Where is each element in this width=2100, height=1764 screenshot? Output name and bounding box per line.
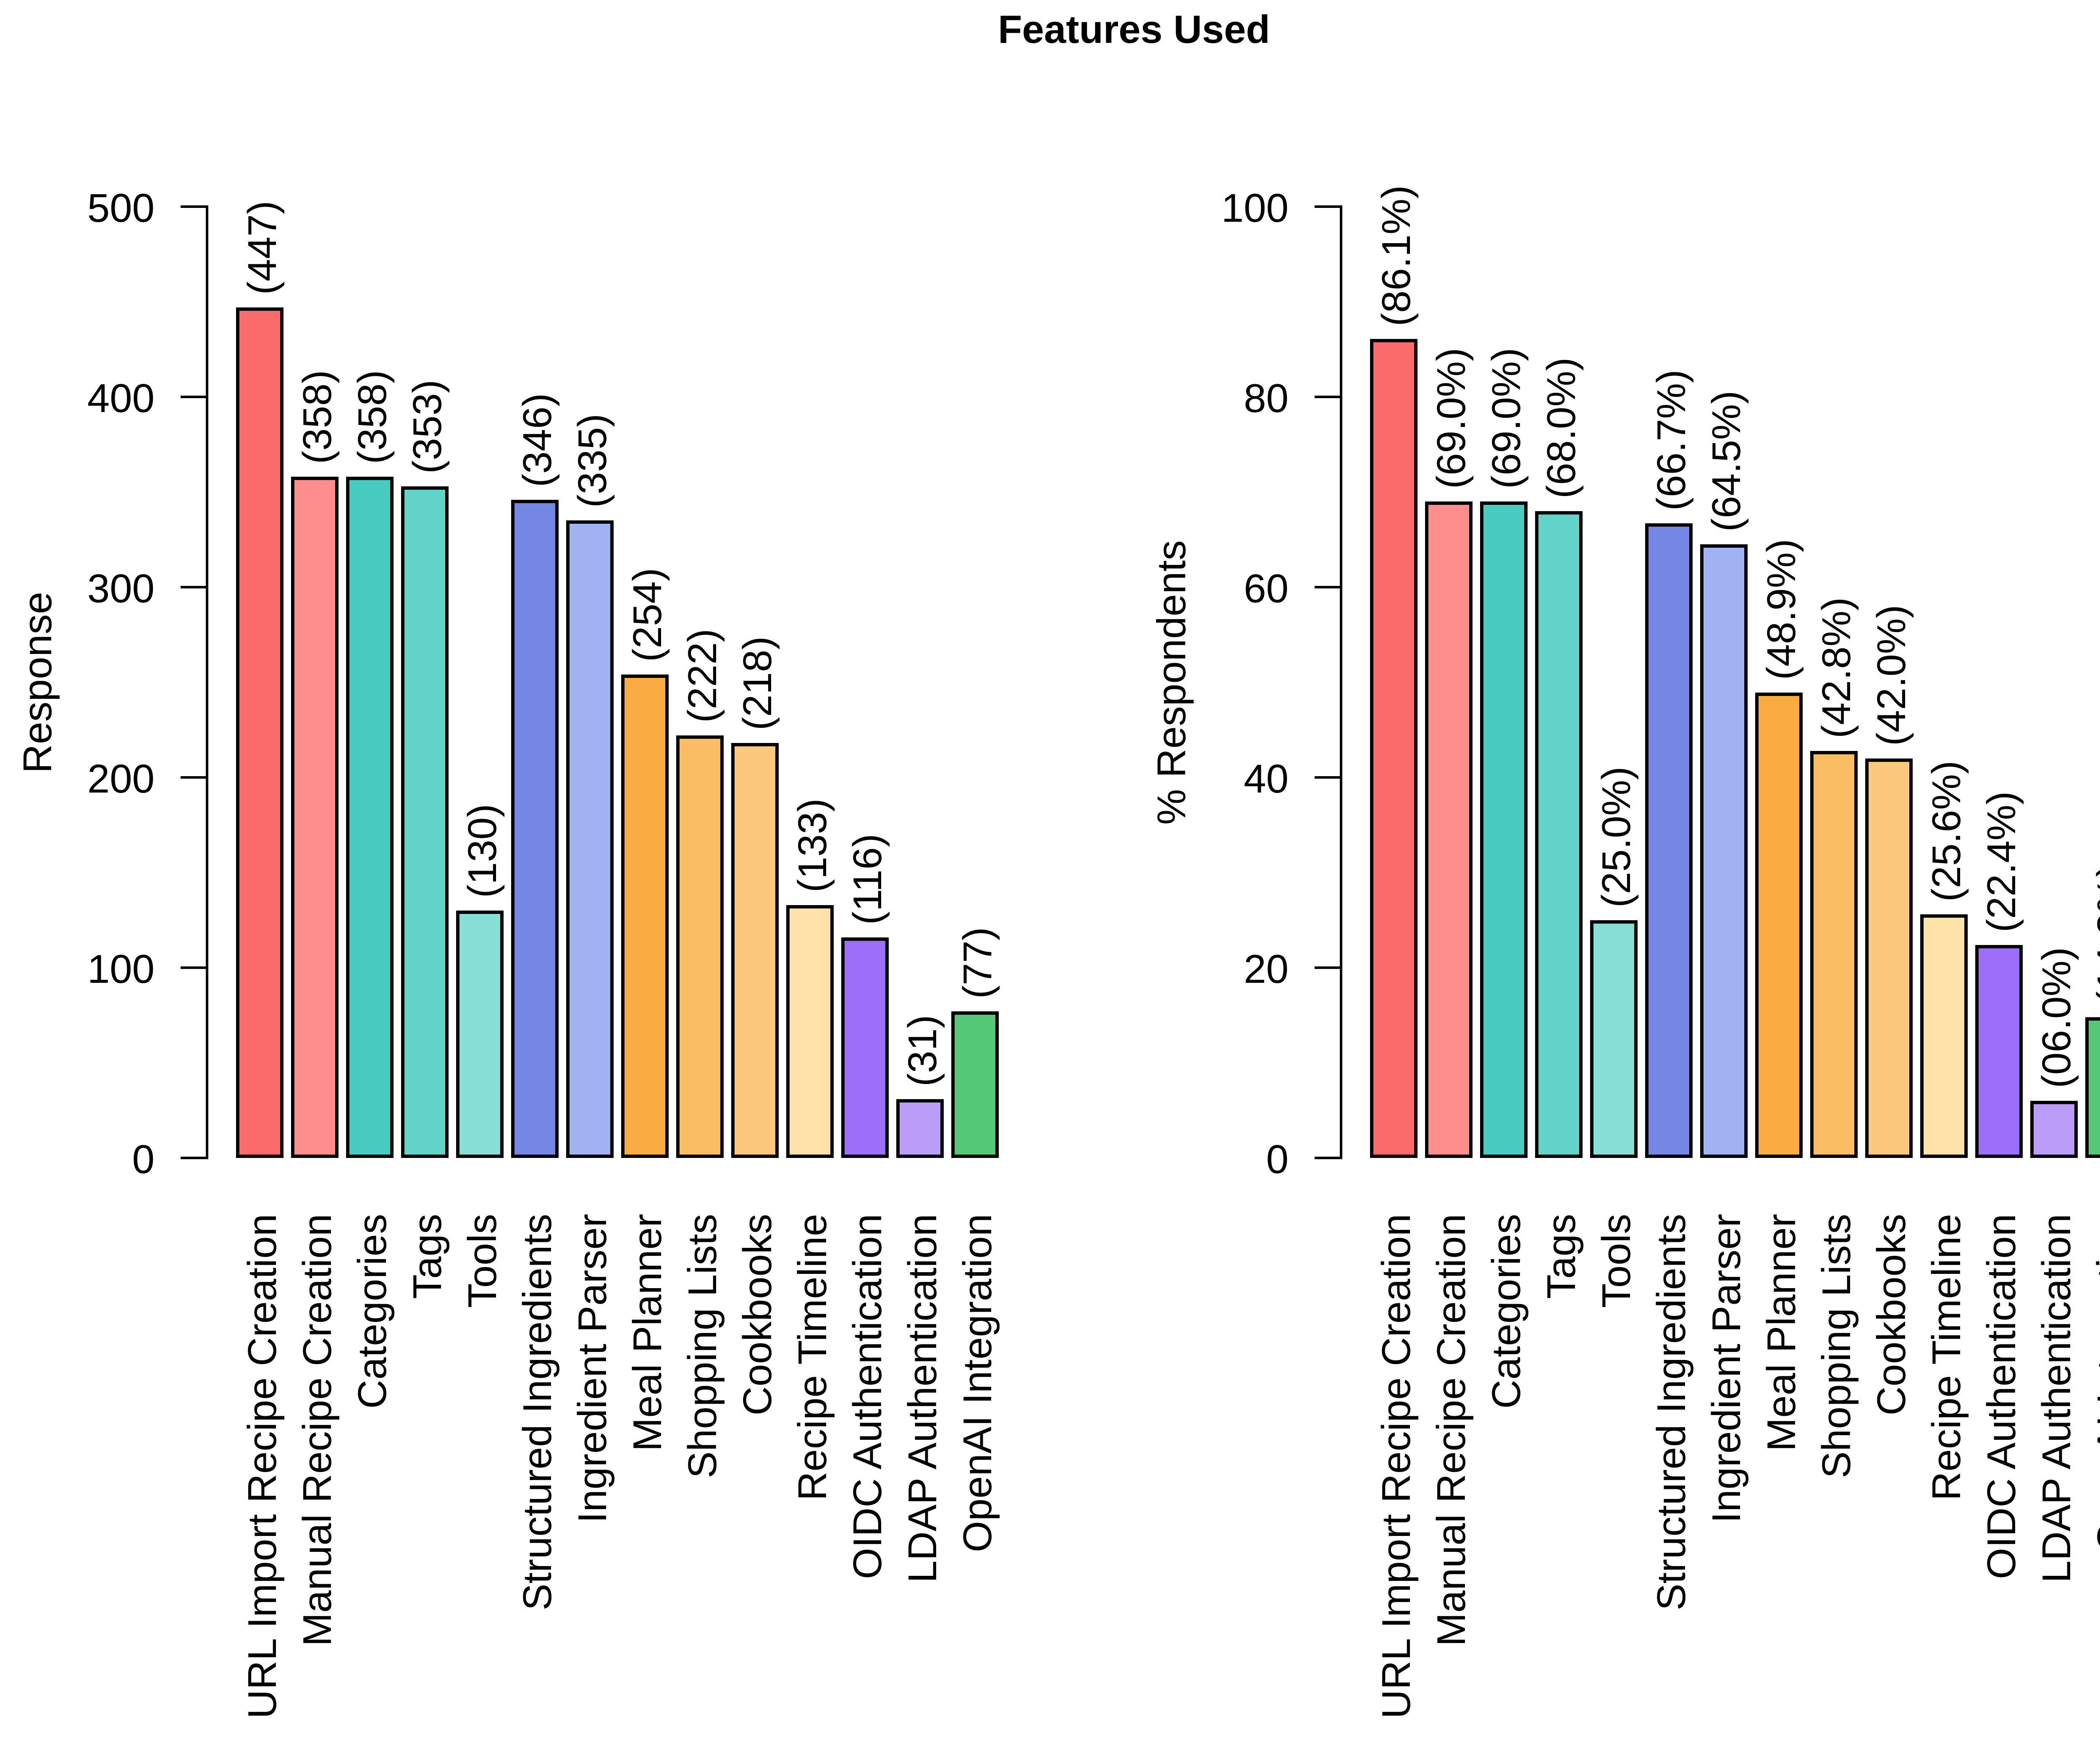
category-label-oidc-authentication: OIDC Authentication (1979, 1214, 2024, 1579)
y-axis-tick (181, 586, 207, 588)
bar-value-label: (86.1%) (1373, 185, 1419, 326)
bar-recipe-timeline (786, 905, 834, 1158)
y-tick-label: 40 (1244, 756, 1289, 801)
bar-value-label: (25.6%) (1924, 760, 1969, 902)
y-axis-line (206, 205, 208, 1159)
bar-ingredient-parser (566, 520, 614, 1158)
bar-ldap-authentication (896, 1099, 944, 1158)
bar-openai-integration (951, 1011, 999, 1158)
y-axis-tick (181, 966, 207, 969)
y-axis-tick (1315, 966, 1341, 969)
bar-tags (401, 486, 449, 1158)
y-tick-label: 60 (1244, 566, 1289, 611)
bar-tools (456, 911, 504, 1158)
bar-cookbooks (1865, 759, 1913, 1158)
y-axis-tick (181, 776, 207, 779)
bar-tags (1535, 511, 1583, 1158)
y-tick-label: 200 (87, 756, 155, 801)
bar-value-label: (42.0%) (1869, 604, 1914, 746)
bar-structured-ingredients (1645, 523, 1693, 1158)
bar-value-label: (22.4%) (1979, 791, 2024, 932)
y-tick-label: 500 (87, 186, 155, 231)
y-axis-tick (1315, 586, 1341, 588)
y-tick-label: 0 (1266, 1137, 1289, 1182)
y-axis-tick (1315, 396, 1341, 398)
category-label-openai-integration: OpenAI Integration (2089, 1214, 2100, 1552)
bar-value-label: (06.0%) (2034, 947, 2079, 1088)
bar-manual-recipe-creation (291, 477, 339, 1158)
bar-tools (1590, 920, 1638, 1158)
category-label-structured-ingredients: Structured Ingredients (1648, 1214, 1694, 1611)
y-axis-tick (181, 205, 207, 208)
y-axis-line (1340, 205, 1342, 1159)
bar-value-label: (68.0%) (1538, 357, 1584, 499)
bar-recipe-timeline (1920, 914, 1968, 1158)
y-axis-tick (1315, 1157, 1341, 1159)
category-label-tags: Tags (1538, 1214, 1584, 1299)
category-label-ldap-authentication: LDAP Authentication (2034, 1214, 2079, 1583)
bar-openai-integration (2085, 1017, 2100, 1158)
bar-value-label: (69.0%) (1428, 347, 1474, 489)
bar-value-label: (66.7%) (1648, 369, 1694, 511)
bar-value-label: (48.9%) (1759, 538, 1804, 680)
bar-value-label: (42.8%) (1814, 597, 1859, 738)
bar-meal-planner (621, 675, 669, 1158)
bar-value-label: (64.5%) (1704, 390, 1749, 532)
y-axis-tick (1315, 776, 1341, 779)
y-tick-label: 0 (132, 1137, 155, 1182)
bar-ldap-authentication (2030, 1101, 2078, 1158)
bar-shopping-lists (1810, 751, 1858, 1158)
bar-oidc-authentication (841, 937, 889, 1158)
category-label-tools: Tools (1593, 1214, 1639, 1308)
y-tick-label: 20 (1244, 947, 1289, 992)
category-label-shopping-lists: Shopping Lists (1814, 1214, 1859, 1478)
bar-structured-ingredients (511, 500, 559, 1158)
category-label-recipe-timeline: Recipe Timeline (1924, 1214, 1969, 1501)
bar-meal-planner (1755, 693, 1803, 1158)
bar-cookbooks (731, 743, 779, 1158)
y-tick-label: 100 (1221, 186, 1289, 231)
chart-title: Features Used (998, 7, 1270, 51)
bar-url-import-recipe-creation (236, 307, 284, 1158)
y-axis-tick (1315, 205, 1341, 208)
bar-categories (1480, 501, 1528, 1158)
y-tick-label: 80 (1244, 376, 1289, 421)
bar-value-label: (69.0%) (1483, 347, 1529, 489)
bar-manual-recipe-creation (1425, 501, 1473, 1158)
category-label-url-import-recipe-creation: URL Import Recipe Creation (1373, 1214, 1419, 1719)
category-label-cookbooks: Cookbooks (1869, 1214, 1914, 1416)
y-tick-label: 400 (87, 376, 155, 421)
y-tick-label: 300 (87, 566, 155, 611)
bar-ingredient-parser (1700, 544, 1748, 1158)
category-label-meal-planner: Meal Planner (1759, 1214, 1804, 1452)
y-axis-tick (181, 396, 207, 398)
bar-shopping-lists (676, 735, 724, 1158)
bar-categories (346, 477, 394, 1158)
bar-oidc-authentication (1975, 945, 2023, 1158)
category-label-manual-recipe-creation: Manual Recipe Creation (1428, 1214, 1474, 1646)
category-label-ingredient-parser: Ingredient Parser (1704, 1214, 1749, 1523)
bar-value-label: (25.0%) (1593, 766, 1639, 908)
bar-url-import-recipe-creation (1370, 339, 1418, 1158)
y-axis-tick (181, 1157, 207, 1159)
category-label-categories: Categories (1483, 1214, 1529, 1409)
bar-value-label: (14.8%) (2089, 863, 2100, 1005)
y-tick-label: 100 (87, 947, 155, 992)
